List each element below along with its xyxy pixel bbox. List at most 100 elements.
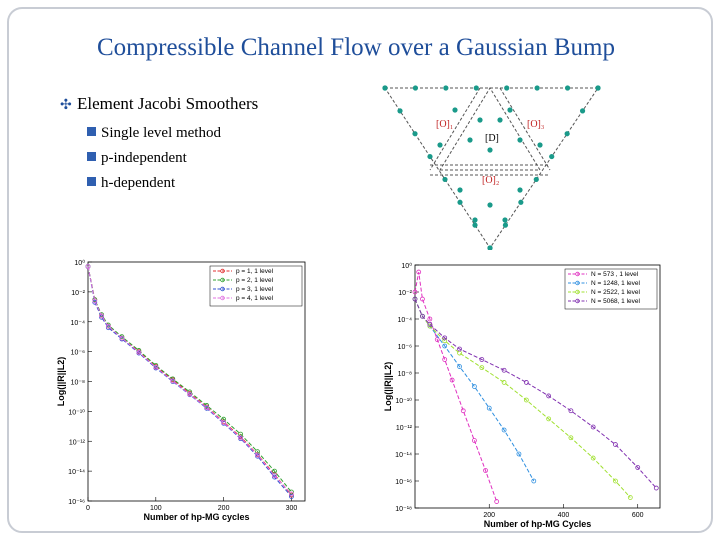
diagram-node [412,85,419,91]
diagram-node [473,85,479,91]
data-point [187,391,193,397]
data-point [99,313,104,319]
diagram-node [534,85,540,91]
data-point [460,408,466,414]
y-tick-label: 10⁻⁸ [71,380,85,387]
data-point [204,405,210,410]
sub-bullet-icon [87,127,96,136]
diagram-node [443,85,449,91]
data-point [434,337,440,342]
slide-title: Compressible Channel Flow over a Gaussia… [97,34,615,61]
data-point [412,296,418,302]
diagram-node [457,199,463,205]
data-point [471,384,477,389]
diagram-node [502,222,509,228]
data-point [479,357,485,362]
data-point [516,451,522,457]
data-point [568,408,574,414]
diagram-node [487,245,493,251]
data-point [523,380,529,385]
data-point [653,485,659,491]
data-point [546,393,552,399]
data-point [590,424,596,430]
data-point [523,397,529,403]
sub-bullet-icon [87,177,96,186]
x-tick-label: 200 [218,505,230,512]
legend-label: p = 3, 1 level [236,286,274,293]
sub-bullet: Single level method [101,125,221,141]
diagram-node [504,85,510,91]
data-point [613,442,618,447]
x-tick-label: 100 [150,505,162,512]
x-tick-label: 600 [632,512,644,519]
data-point [501,380,507,385]
data-point [427,321,433,327]
diagram-label: [D] [485,133,499,144]
plot-area [414,264,661,509]
diagram-node [579,108,586,114]
legend-label: p = 1, 1 level [236,268,274,275]
data-point [255,449,260,455]
y-tick-label: 10⁻¹² [396,425,413,432]
data-point [255,452,260,458]
y-tick-label: 10⁻² [398,290,412,297]
data-point [483,468,488,473]
data-point [501,367,507,373]
legend-marker [220,277,225,283]
series-line [414,298,657,489]
y-tick-label: 10⁻⁴ [398,317,413,324]
series-line [414,271,498,502]
diagram-nodes [382,85,601,251]
data-point [635,465,641,470]
y-tick-label: 10⁻¹² [69,439,86,446]
legend-label: p = 4, 1 level [236,295,274,302]
diagram-node [442,176,448,183]
charts: 10⁰10⁻²10⁻⁴10⁻⁶10⁻⁸10⁻¹⁰10⁻¹²10⁻¹⁴10⁻¹⁶0… [56,250,685,529]
y-tick-label: 10⁻² [71,290,85,297]
y-tick-label: 10⁰ [401,262,412,270]
data-point [442,335,448,341]
legend-marker [575,298,580,304]
legend-label: N = 573 , 1 level [591,271,639,278]
diagram-node [382,85,388,91]
data-point [170,378,176,384]
data-point [479,365,485,371]
diagram-node [427,153,433,160]
legend-label: p = 2, 1 level [236,277,274,284]
data-point [501,427,507,433]
y-axis-label: Log(||R||L2) [383,362,393,412]
legend-label: N = 5068, 1 level [591,298,641,305]
series-line [87,266,292,495]
data-point [531,478,537,484]
sub-bullet: h-dependent [101,175,176,191]
series-line [87,266,292,497]
y-tick-label: 10⁻¹⁸ [395,506,412,513]
data-point [613,478,618,484]
data-point [427,316,433,322]
diagram-node [467,137,473,143]
legend-marker [575,271,580,277]
data-point [442,357,448,362]
legend-box [209,265,303,307]
diagram-node [507,107,513,113]
data-point [420,296,425,302]
data-point [457,346,462,352]
legend-marker [220,286,225,292]
y-tick-label: 10⁻¹⁴ [68,469,85,476]
legend-marker [220,295,225,301]
diagram-node [477,117,483,123]
diagram-node [502,217,508,223]
data-point [153,364,159,370]
diagram-node [564,131,570,137]
diagram-node [517,187,523,193]
diagram-node [564,85,571,91]
data-point [136,349,142,355]
data-point [221,420,227,425]
diagram-node [549,153,555,160]
y-tick-label: 10⁻⁴ [71,320,86,327]
legend-box [564,268,658,310]
x-axis-label: Number of hp-MG Cycles [484,519,592,529]
data-point [289,494,294,499]
diagram-node [487,147,493,153]
diagram-node [452,107,458,113]
